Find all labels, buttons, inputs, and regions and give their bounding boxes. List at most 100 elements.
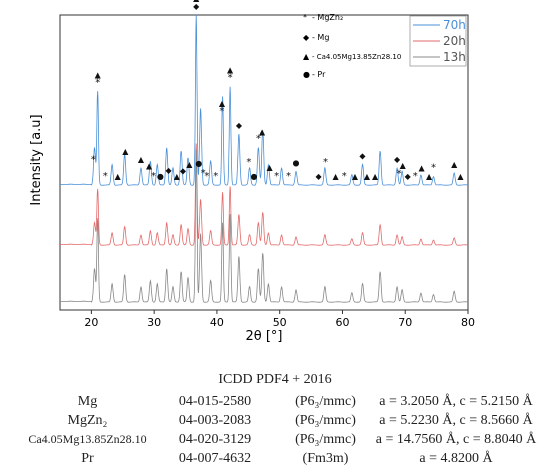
phase-marker: * — [431, 163, 436, 174]
legend: 70h 20h 13h — [409, 15, 467, 67]
phase-key-ca: - Ca4.05Mg13.85Zn28.10 — [312, 53, 401, 61]
phase-marker: ▲ — [115, 172, 122, 181]
phase-marker: * — [201, 168, 206, 179]
table-row: MgZn₂ 04-003-2083 (P6₃/mmc) a = 5.2230 Å… — [0, 413, 550, 432]
phase-marker: ▲ — [426, 172, 433, 181]
phase-name: Pr — [81, 451, 94, 466]
phase-marker: ▲ — [174, 172, 181, 181]
phase-marker: ● — [293, 158, 300, 167]
table-title: ICDD PDF4 + 2016 — [218, 372, 332, 387]
x-tick-label: 40 — [210, 316, 224, 329]
phase-marker: ● — [195, 159, 202, 168]
phase-marker: * — [413, 171, 418, 182]
space-group: (P6₃/mmc) — [295, 413, 356, 428]
series-line-70h — [60, 14, 469, 186]
phase-marker: * — [342, 171, 347, 182]
x-tick-label: 70 — [398, 316, 412, 329]
phase-key: - MgZn₂ * ◆ - Mg ▲ - Ca4.05Mg13.85Zn28.1… — [303, 13, 401, 79]
phase-marker: ▲ — [333, 172, 340, 181]
phase-marker: ▲ — [267, 163, 274, 172]
phase-marker: ◆ — [316, 172, 323, 181]
legend-label-20h: 20h — [443, 34, 466, 48]
phase-marker: ▲ — [146, 162, 153, 171]
phase-marker: ◆ — [394, 155, 401, 164]
space-group: (Fm3m) — [302, 451, 349, 466]
phase-marker: * — [204, 171, 209, 182]
x-axis-ticks: 20 30 40 50 60 70 80 — [84, 310, 475, 329]
phase-marker: ◆ — [236, 121, 243, 130]
phase-key-mgzn2-symbol: * — [303, 13, 307, 22]
phase-marker: * — [95, 77, 100, 88]
x-tick-label: 20 — [84, 316, 98, 329]
phase-marker: ▲ — [419, 164, 426, 173]
phase-marker: * — [323, 157, 328, 168]
phase-marker: * — [213, 171, 218, 182]
phase-marker: ▲ — [372, 172, 379, 181]
phase-name: Ca4.05Mg13.85Zn28.10 — [28, 432, 147, 446]
phase-marker: ▲ — [122, 147, 129, 156]
phase-key-ca-symbol: ▲ — [303, 52, 310, 61]
phase-key-mg-symbol: ◆ — [303, 33, 310, 42]
phase-key-pr-symbol: ● — [303, 70, 310, 79]
phase-marker: ● — [251, 172, 258, 181]
phase-marker: ▲ — [352, 172, 359, 181]
space-group: (P6₃/mmc) — [295, 432, 356, 447]
x-tick-label: 60 — [335, 316, 349, 329]
phase-key-mg: - Mg — [312, 33, 329, 42]
phase-name: MgZn₂ — [67, 413, 108, 428]
phase-marker: ◆ — [193, 2, 200, 11]
phase-marker: * — [274, 171, 279, 182]
xrd-chart: **▲*▲▲▲▲*●◆▲◆▲◆▲●****▲*▲◆*●*▲▲**●◆*▲*▲◆▲… — [29, 0, 475, 344]
x-axis-label: 2θ [°] — [245, 329, 282, 344]
phase-marker: ▲ — [186, 160, 193, 169]
pdf-code: 04-007-4632 — [178, 451, 252, 466]
phase-marker: ◆ — [166, 166, 173, 175]
x-tick-label: 30 — [147, 316, 161, 329]
phase-marker: * — [286, 171, 291, 182]
pdf-code: 04-003-2083 — [178, 413, 252, 428]
phase-markers: **▲*▲▲▲▲*●◆▲◆▲◆▲●****▲*▲◆*●*▲▲**●◆*▲*▲◆▲… — [91, 0, 465, 182]
phase-marker: * — [151, 171, 156, 182]
x-tick-label: 80 — [461, 316, 475, 329]
phase-marker: * — [91, 155, 96, 166]
phase-marker: ▲ — [227, 65, 234, 74]
phase-marker: ▲ — [457, 172, 464, 181]
phase-marker: ◆ — [359, 152, 366, 161]
phase-marker: * — [228, 72, 233, 83]
phase-marker: ▲ — [138, 155, 145, 164]
lattice-params: a = 14.7560 Å, c = 8.8040 Å — [375, 432, 537, 447]
legend-label-70h: 70h — [443, 18, 466, 32]
phase-key-mgzn2: - MgZn₂ — [312, 13, 343, 22]
phase-marker: * — [219, 106, 224, 117]
pdf-code: 04-015-2580 — [178, 394, 252, 409]
table-row: Mg 04-015-2580 (P6₃/mmc) a = 3.2050 Å, c… — [0, 394, 550, 413]
phase-marker: ▲ — [193, 0, 200, 3]
phase-marker: ▲ — [219, 99, 226, 108]
pdf-code: 04-020-3129 — [178, 432, 252, 447]
series-group — [60, 14, 469, 303]
series-line-20h — [60, 143, 469, 246]
phase-marker: ● — [157, 172, 164, 181]
phase-marker: ▲ — [400, 161, 407, 170]
phase-marker: ◆ — [405, 172, 412, 181]
phase-marker: * — [397, 168, 402, 179]
lattice-params: a = 5.2230 Å, c = 8.5660 Å — [379, 413, 533, 428]
phase-marker: ▲ — [451, 160, 458, 169]
plot-frame — [59, 14, 469, 311]
lattice-params: a = 4.8200 Å — [419, 451, 493, 466]
phase-marker: ▲ — [259, 128, 266, 137]
table-row: Pr 04-007-4632 (Fm3m) a = 4.8200 Å — [0, 451, 550, 470]
phase-marker: ◆ — [180, 167, 187, 176]
lattice-params: a = 3.2050 Å, c = 5.2150 Å — [379, 394, 533, 409]
phase-key-pr: - Pr — [312, 70, 326, 79]
phase-marker: ▲ — [364, 172, 371, 181]
phase-marker: * — [256, 134, 261, 145]
phase-marker: * — [246, 157, 251, 168]
legend-label-13h: 13h — [443, 50, 466, 64]
table-row: Ca4.05Mg13.85Zn28.10 04-020-3129 (P6₃/mm… — [0, 432, 550, 451]
x-tick-label: 50 — [273, 316, 287, 329]
series-line-13h — [60, 149, 469, 303]
space-group: (P6₃/mmc) — [295, 394, 356, 409]
phase-name: Mg — [77, 394, 98, 409]
y-axis-label: Intensity [a.u] — [29, 114, 44, 205]
